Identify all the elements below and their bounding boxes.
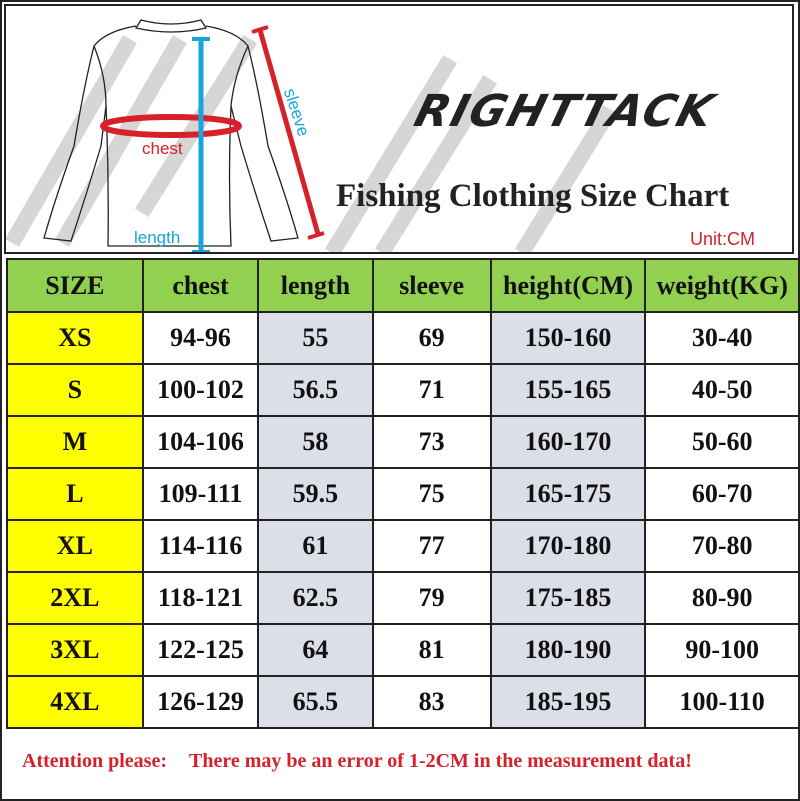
value-cell: 65.5 [257, 675, 374, 729]
length-label: length [134, 228, 181, 247]
value-cell: 104-106 [141, 415, 260, 469]
column-header: height(CM) [489, 258, 647, 313]
value-cell: 30-40 [644, 311, 800, 365]
value-cell: 69 [371, 311, 492, 365]
value-cell: 100-102 [141, 363, 260, 417]
shirt-diagram [43, 19, 325, 252]
chest-label: chest [142, 139, 183, 158]
value-cell: 62.5 [257, 571, 374, 625]
size-cell: M [6, 415, 144, 469]
value-cell: 81 [371, 623, 492, 677]
column-header: chest [141, 258, 260, 313]
value-cell: 90-100 [644, 623, 800, 677]
page-title: Fishing Clothing Size Chart [336, 178, 730, 214]
value-cell: 94-96 [141, 311, 260, 365]
value-cell: 109-111 [141, 467, 260, 521]
value-cell: 126-129 [141, 675, 260, 729]
size-cell: L [6, 467, 144, 521]
chest-measure-line [100, 114, 242, 138]
column-header: SIZE [6, 258, 144, 313]
value-cell: 100-110 [644, 675, 800, 729]
value-cell: 122-125 [141, 623, 260, 677]
column-header: weight(KG) [644, 258, 800, 313]
value-cell: 71 [371, 363, 492, 417]
attention-text: There may be an error of 1-2CM in the me… [188, 750, 692, 772]
column-header: length [257, 258, 374, 313]
value-cell: 70-80 [644, 519, 800, 573]
value-cell: 58 [257, 415, 374, 469]
table-row: 3XL 122-125 64 81 180-190 90-100 [6, 623, 800, 677]
size-cell: 3XL [6, 623, 144, 677]
value-cell: 83 [371, 675, 492, 729]
sleeve-measure-line [257, 29, 321, 235]
table-row: L 109-111 59.5 75 165-175 60-70 [6, 467, 800, 521]
size-cell: 4XL [6, 675, 144, 729]
value-cell: 55 [257, 311, 374, 365]
size-cell: XL [6, 519, 144, 573]
value-cell: 56.5 [257, 363, 374, 417]
table-row: 2XL 118-121 62.5 79 175-185 80-90 [6, 571, 800, 625]
size-cell: 2XL [6, 571, 144, 625]
watermark [6, 34, 618, 252]
size-table: SIZE chest length sleeve height(CM) weight(KG… [6, 258, 800, 729]
value-cell: 118-121 [141, 571, 260, 625]
value-cell: 150-160 [489, 311, 647, 365]
value-cell: 64 [257, 623, 374, 677]
size-cell: XS [6, 311, 144, 365]
value-cell: 75 [371, 467, 492, 521]
value-cell: 80-90 [644, 571, 800, 625]
unit-label: Unit:CM [690, 229, 756, 249]
value-cell: 77 [371, 519, 492, 573]
header-panel: chest length sleeve RIGHTTACK Fishing Cl… [4, 4, 794, 254]
value-cell: 59.5 [257, 467, 374, 521]
table-row: XS 94-96 55 69 150-160 30-40 [6, 311, 800, 365]
brand-logo: RIGHTTACK [409, 86, 721, 137]
value-cell: 175-185 [489, 571, 647, 625]
value-cell: 60-70 [644, 467, 800, 521]
value-cell: 73 [371, 415, 492, 469]
table-row: S 100-102 56.5 71 155-165 40-50 [6, 363, 800, 417]
value-cell: 180-190 [489, 623, 647, 677]
table-row: XL 114-116 61 77 170-180 70-80 [6, 519, 800, 573]
size-cell: S [6, 363, 144, 417]
value-cell: 155-165 [489, 363, 647, 417]
value-cell: 79 [371, 571, 492, 625]
value-cell: 50-60 [644, 415, 800, 469]
value-cell: 160-170 [489, 415, 647, 469]
value-cell: 61 [257, 519, 374, 573]
attention-label: Attention please: [22, 750, 167, 772]
table-row: 4XL 126-129 65.5 83 185-195 100-110 [6, 675, 800, 729]
value-cell: 185-195 [489, 675, 647, 729]
column-header: sleeve [371, 258, 492, 313]
table-row: M 104-106 58 73 160-170 50-60 [6, 415, 800, 469]
attention-note: Attention please: There may be an error o… [22, 750, 692, 773]
value-cell: 40-50 [644, 363, 800, 417]
value-cell: 165-175 [489, 467, 647, 521]
value-cell: 114-116 [141, 519, 260, 573]
value-cell: 170-180 [489, 519, 647, 573]
